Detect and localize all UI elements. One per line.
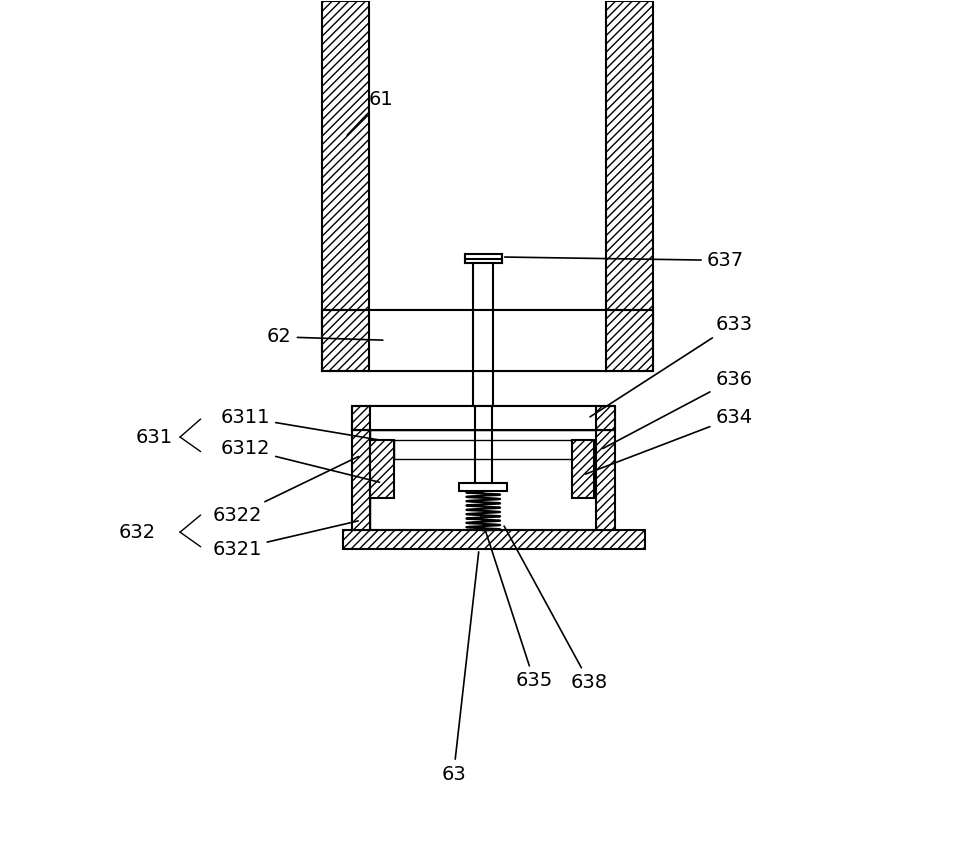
Text: 631: 631 xyxy=(136,428,173,446)
Bar xyxy=(371,440,394,498)
Text: 632: 632 xyxy=(119,522,156,542)
Text: 637: 637 xyxy=(505,250,743,270)
Text: 633: 633 xyxy=(590,314,752,417)
Text: 634: 634 xyxy=(585,408,752,474)
Text: 61: 61 xyxy=(347,89,394,135)
Bar xyxy=(322,309,653,371)
Bar xyxy=(371,406,596,430)
Bar xyxy=(352,406,615,430)
Bar xyxy=(394,440,573,459)
Bar xyxy=(596,430,615,531)
Bar xyxy=(573,440,594,498)
Bar xyxy=(322,2,369,324)
Bar xyxy=(352,430,371,531)
Bar xyxy=(343,531,645,550)
Text: 62: 62 xyxy=(267,327,383,346)
Text: 6312: 6312 xyxy=(220,440,379,482)
Text: 6321: 6321 xyxy=(213,521,358,559)
Text: 636: 636 xyxy=(603,370,752,448)
Text: 63: 63 xyxy=(441,552,479,784)
Text: 6311: 6311 xyxy=(220,408,379,440)
Text: 635: 635 xyxy=(480,514,553,690)
Bar xyxy=(460,483,507,492)
Bar xyxy=(369,309,606,371)
Bar xyxy=(606,2,653,324)
Bar xyxy=(371,430,596,531)
Text: 6322: 6322 xyxy=(213,457,358,525)
Text: 638: 638 xyxy=(504,526,608,692)
